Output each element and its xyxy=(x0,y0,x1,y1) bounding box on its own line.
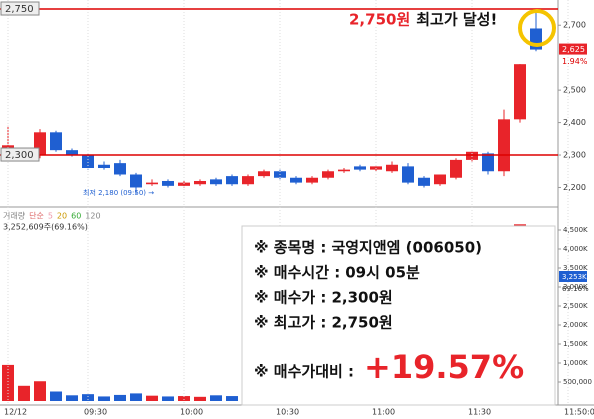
candle-body xyxy=(354,166,366,170)
candle-body xyxy=(50,132,62,151)
volume-bar xyxy=(114,394,126,401)
volume-tick-label: 3,000K xyxy=(563,283,588,291)
info-value: +19.57% xyxy=(364,348,524,386)
volume-legend-item: 5 xyxy=(48,212,53,221)
volume-tick-label: 1,500K xyxy=(563,340,588,348)
candle-body xyxy=(2,145,14,149)
price-line-label: 2,300 xyxy=(5,150,34,161)
volume-bar xyxy=(34,381,46,401)
info-label: ※ 매수가대비 : xyxy=(254,363,354,381)
x-tick-label: 09:30 xyxy=(84,408,107,417)
volume-bar xyxy=(178,396,190,401)
candle-body xyxy=(498,119,510,172)
info-label: ※ 종목명 : xyxy=(254,239,326,257)
volume-bar xyxy=(210,395,222,401)
last-price-change: 1.94% xyxy=(562,57,588,66)
volume-bar xyxy=(130,393,142,401)
volume-tick-label: 4,000K xyxy=(563,245,588,253)
volume-bar xyxy=(162,396,174,401)
candle-body xyxy=(482,153,494,172)
volume-info: 3,252,609주(69.16%) xyxy=(3,223,88,232)
x-tick-label: 10:30 xyxy=(276,408,299,417)
info-label: ※ 매수시간 : xyxy=(254,264,340,282)
candle-body xyxy=(114,163,126,175)
info-label: ※ 매수가 : xyxy=(254,289,326,307)
price-line-box xyxy=(0,147,40,162)
price-line-label: 2,750 xyxy=(5,4,34,15)
volume-bar xyxy=(66,395,78,401)
candle-body xyxy=(130,174,142,188)
candle-body xyxy=(226,176,238,185)
candle-body xyxy=(66,150,78,156)
candle-body xyxy=(434,174,446,185)
candle-body xyxy=(82,155,94,169)
candle-body xyxy=(98,164,110,169)
x-tick-label: 11:30 xyxy=(468,408,491,417)
candle-body xyxy=(194,180,206,185)
info-label: ※ 최고가 : xyxy=(254,314,326,332)
volume-legend-item: 단순 xyxy=(29,211,44,221)
low-note: 최저 2,180 (09:50) → xyxy=(83,188,154,197)
candle-body xyxy=(306,177,318,183)
volume-bar xyxy=(146,395,158,401)
volume-legend-item: 60 xyxy=(71,212,81,221)
y-tick-label: 2,300 xyxy=(563,151,586,160)
volume-legend-item: 거래량 xyxy=(3,211,26,221)
volume-tick-label: 4,500K xyxy=(563,226,588,234)
volume-bar xyxy=(50,391,62,401)
candle-body xyxy=(162,180,174,186)
candle-body xyxy=(402,166,414,183)
y-tick-label: 2,200 xyxy=(563,183,586,192)
price-line-box xyxy=(0,1,40,16)
candle-body xyxy=(178,182,190,186)
volume-legend-item: 120 xyxy=(85,212,100,221)
x-tick-label: 11:50:00 xyxy=(564,408,594,417)
last-volume-box xyxy=(559,271,587,282)
volume-tick-label: 2,500K xyxy=(563,302,588,310)
last-price-label: 2,625 xyxy=(562,45,585,54)
volume-tick-label: 3,500K xyxy=(563,264,588,272)
candle-body xyxy=(290,177,302,183)
candle-body xyxy=(450,159,462,178)
volume-legend-item: 20 xyxy=(57,212,67,221)
y-tick-label: 2,500 xyxy=(563,86,586,95)
volume-tick-label: 1,000K xyxy=(563,359,588,367)
candle-body xyxy=(514,64,526,120)
candle-body xyxy=(146,182,158,185)
candle-body xyxy=(466,151,478,160)
candle-body xyxy=(242,176,254,185)
candle-body xyxy=(258,171,270,177)
info-value: 09시 05분 xyxy=(345,264,420,282)
y-tick-label: 2,700 xyxy=(563,21,586,30)
y-tick-label: 2,400 xyxy=(563,118,586,127)
volume-tick-label: 500,000 xyxy=(563,378,592,386)
info-value: 국영지앤엠 (006050) xyxy=(331,239,482,257)
candle-body xyxy=(386,164,398,172)
candle-body xyxy=(210,179,222,185)
info-box xyxy=(241,225,556,406)
last-price-box xyxy=(559,43,587,55)
x-tick-label: 10:00 xyxy=(180,408,203,417)
info-value: 2,750원 xyxy=(331,314,392,332)
highlight-circle xyxy=(518,9,556,47)
volume-bar xyxy=(2,364,14,401)
info-value: 2,300원 xyxy=(331,289,392,307)
volume-bar xyxy=(82,394,94,401)
candle-body xyxy=(322,171,334,178)
volume-bar xyxy=(18,385,30,401)
last-volume-label: 3,253K xyxy=(562,273,587,281)
high-note-price: 2,750원 xyxy=(349,11,410,29)
volume-bar xyxy=(194,396,206,401)
candle-body xyxy=(418,177,430,186)
volume-bar xyxy=(98,396,110,401)
volume-bar xyxy=(226,396,238,401)
x-tick-label: 11:00 xyxy=(372,408,395,417)
candle-body xyxy=(338,169,350,172)
high-note-text: 최고가 달성! xyxy=(416,11,497,29)
last-volume-ratio: 69.16% xyxy=(562,285,589,293)
x-tick-label: 12/12 xyxy=(4,408,27,417)
volume-tick-label: 2,000K xyxy=(563,321,588,329)
